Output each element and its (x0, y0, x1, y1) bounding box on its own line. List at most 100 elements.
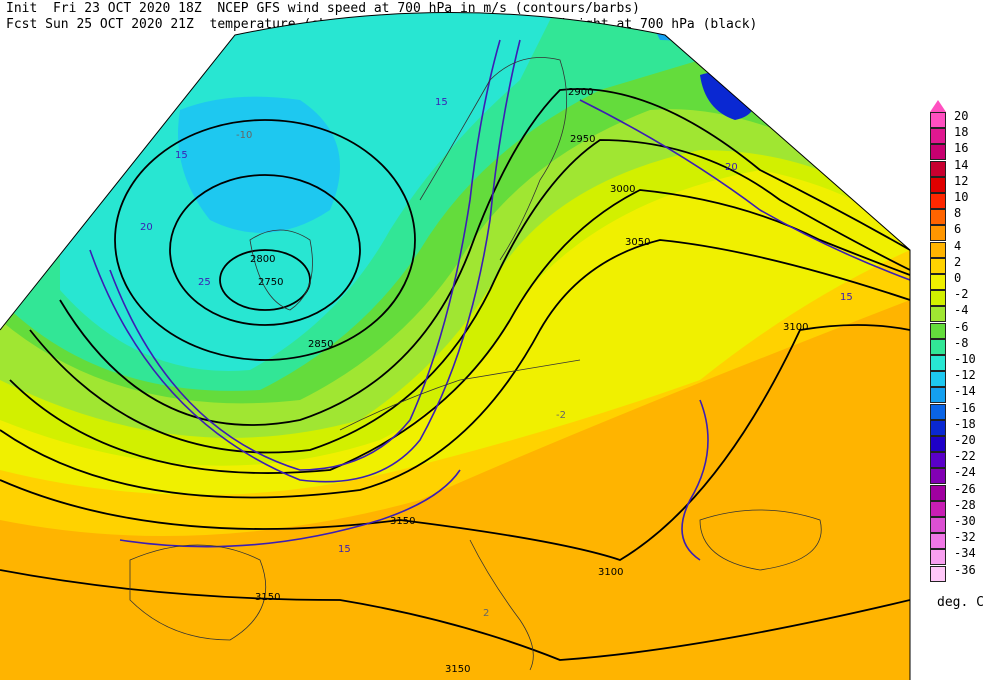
temp-band-minus12 (178, 96, 340, 233)
wind-contour-15-ne (579, 99, 910, 281)
height-label: 3100 (783, 322, 808, 333)
coastlines (129, 57, 822, 671)
colorbar-swatch (930, 533, 946, 550)
colorbar-swatch (930, 160, 946, 177)
colorbar-swatch (930, 176, 946, 193)
colorbar-label: -8 (954, 335, 969, 350)
colorbar-swatch (930, 274, 946, 290)
height-contour-2750 (219, 249, 311, 311)
height-contour-3050 (0, 239, 910, 499)
colorbar-swatch (930, 225, 946, 242)
colorbar-label: 18 (954, 125, 969, 140)
wind-label: 20 (725, 162, 738, 173)
colorbar-label: 8 (954, 206, 962, 221)
colorbar-label: -26 (954, 481, 976, 496)
colorbar-swatch (930, 387, 946, 404)
colorbar-swatch (930, 419, 946, 436)
colorbar-label: 4 (954, 238, 962, 253)
height-contour-2800 (169, 174, 361, 326)
colorbar-label: -4 (954, 303, 969, 318)
colorbar-label: 16 (954, 141, 969, 156)
colorbar-label: -2 (954, 287, 969, 302)
wind-contour-15-south (119, 469, 461, 548)
temp-label: -10 (236, 130, 252, 141)
wind-label: 20 (140, 222, 153, 233)
height-label: 2750 (258, 277, 283, 288)
wind-contour-15-east (681, 399, 709, 561)
coast-scandinavia (419, 57, 568, 261)
height-label: 3000 (610, 184, 635, 195)
colorbar-swatch (930, 193, 946, 209)
colorbar-label: -30 (954, 514, 976, 528)
colorbar-label: -34 (954, 546, 976, 561)
colorbar-swatch (930, 371, 946, 388)
colorbar-swatch (930, 517, 946, 533)
temp-label: -2 (556, 410, 566, 421)
wind-label: 15 (840, 292, 853, 303)
height-contour-3100 (0, 324, 910, 561)
colorbar-swatch (930, 241, 946, 258)
colorbar-label: 0 (954, 271, 962, 285)
colorbar-label: -10 (954, 352, 976, 366)
colorbar-label: -12 (954, 368, 976, 383)
colorbar-swatch (930, 549, 946, 566)
colorbar-swatch (930, 144, 946, 161)
colorbar-swatch (930, 306, 946, 323)
height-contour-2950 (29, 139, 910, 454)
colorbar-swatch (930, 436, 946, 452)
colorbar-label: 12 (954, 173, 969, 188)
colorbar-swatch (930, 338, 946, 355)
height-contour-3000 (9, 189, 910, 474)
colorbar-label: 2 (954, 254, 962, 269)
height-label: 2800 (250, 254, 275, 265)
coast-british-isles (249, 229, 313, 311)
colorbar-swatch (930, 355, 946, 371)
height-label: 3150 (255, 592, 280, 603)
colorbar-swatch (930, 484, 946, 501)
coast-europe-north (339, 359, 581, 431)
colorbar-swatch (930, 112, 946, 128)
height-contour-2850 (114, 119, 416, 361)
colorbar-swatch (930, 403, 946, 420)
colorbar-label: 10 (954, 190, 969, 204)
colorbar-label: 6 (954, 222, 962, 237)
height-contour-2900 (59, 88, 910, 426)
map-domain-outline (0, 12, 911, 680)
colorbar: 20 18 16 14 12 10 8 6 4 2 0 -2 -4 -6 -8 -10 -12 -14 -16 -18… (922, 100, 1000, 582)
coast-black-sea (699, 509, 822, 571)
wind-contours (89, 39, 910, 561)
colorbar-label: -24 (954, 465, 976, 480)
colorbar-label: -14 (954, 384, 976, 399)
colorbar-label: -20 (954, 433, 976, 447)
height-label: 2850 (308, 339, 333, 350)
colorbar-swatch (930, 500, 946, 517)
wind-label: 15 (435, 97, 448, 108)
weather-map: 2750 2800 2850 2900 2950 3000 3050 3100 … (0, 12, 911, 680)
height-label: 3100 (598, 567, 623, 578)
wind-label: 15 (175, 150, 188, 161)
colorbar-swatch (930, 290, 946, 307)
colorbar-swatch (930, 322, 946, 339)
colorbar-label: -16 (954, 400, 976, 415)
colorbar-label: 20 (954, 109, 969, 123)
height-contours (0, 88, 910, 661)
colorbar-swatch (930, 452, 946, 469)
height-label: 2900 (568, 87, 593, 98)
colorbar-units: deg. C (937, 595, 984, 610)
colorbar-label: -6 (954, 319, 969, 334)
height-label: 2950 (570, 134, 595, 145)
colorbar-swatch (930, 209, 946, 226)
temp-label: 2 (483, 608, 489, 619)
wind-label: 15 (338, 544, 351, 555)
colorbar-label: 14 (954, 157, 969, 172)
height-contour-3150 (0, 569, 910, 661)
coast-iberia (129, 544, 267, 641)
colorbar-swatch (930, 565, 946, 582)
height-label: 3150 (445, 664, 470, 675)
colorbar-swatch (930, 128, 946, 145)
height-label: 3050 (625, 237, 650, 248)
height-label: 3150 (390, 516, 415, 527)
map-labels: 2750 2800 2850 2900 2950 3000 3050 3100 … (140, 87, 853, 675)
wind-contour-20-west (109, 39, 501, 471)
colorbar-swatch (930, 468, 946, 485)
